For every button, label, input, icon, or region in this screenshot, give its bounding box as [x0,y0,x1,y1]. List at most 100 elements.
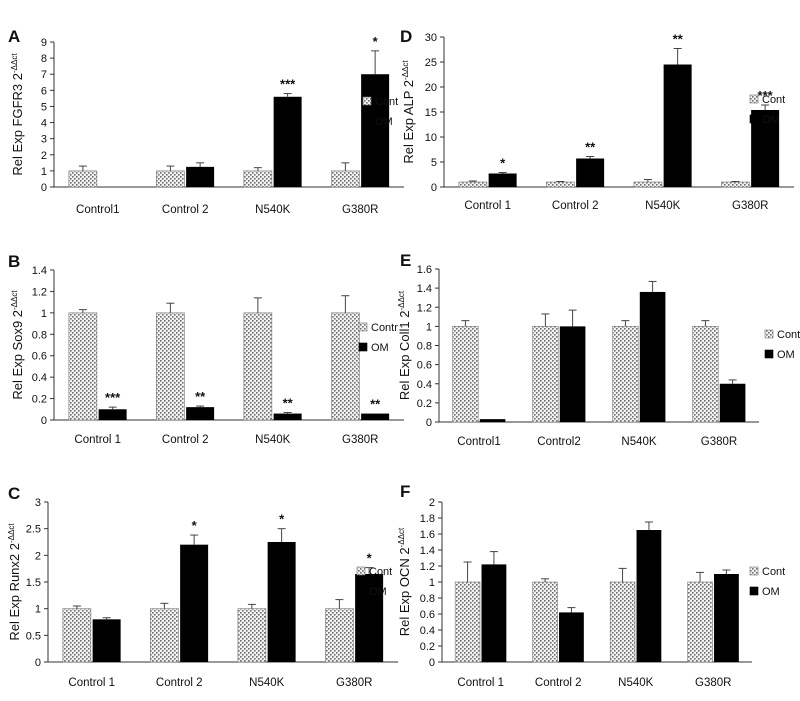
significance-marker: * [279,512,285,527]
y-tick-label: 0.8 [32,329,47,341]
chart-panel-a: A 0 1 2 3 4 5 6 7 8 9 Rel Exp FGFR3 2-ΔΔct Control1 C… [8,27,404,216]
chart-panel-b: B 0 0.2 0.4 0.6 0.8 1 1.2 1.4 Rel Exp Sox9 2-ΔΔct… [8,252,404,446]
x-tick-label: Control2 [537,436,580,448]
x-tick-label: N540K [618,677,653,689]
bar-om [639,291,666,422]
x-tick-label: N540K [621,436,656,448]
significance-marker: ** [585,140,596,155]
legend-swatch [356,586,366,596]
x-tick-label: G380R [695,677,731,689]
bar-control [331,170,360,188]
x-tick-label: Control 1 [74,434,121,446]
y-tick-label: 8 [41,53,47,65]
legend-label: OM [375,116,393,128]
bar-control [609,581,636,663]
significance-marker: * [367,551,373,566]
significance-marker: ** [370,397,381,412]
y-tick-label: 2 [41,150,47,162]
y-tick-label: 1.4 [420,545,435,557]
y-tick-label: 1 [41,308,47,320]
y-tick-label: 0 [426,417,432,429]
y-tick-label: 25 [425,57,437,69]
y-tick-label: 1.4 [32,265,47,277]
bar-om [361,74,390,187]
significance-marker: *** [280,77,296,92]
x-tick-label: Control 2 [535,677,582,689]
y-tick-label: 1 [429,577,435,589]
legend-swatch [749,94,759,104]
bar-control [687,581,713,663]
x-tick-label: G380R [732,200,768,212]
x-tick-label: N540K [255,204,290,216]
bar-control [243,312,273,421]
legend-label: OM [762,114,780,126]
bar-control [243,170,273,188]
y-tick-label: 5 [41,101,47,113]
x-tick-label: Control 2 [162,204,209,216]
bar-om [186,407,215,420]
panel-letter: F [400,482,410,501]
legend-swatch [749,114,759,124]
x-tick-label: G380R [342,434,378,446]
legend-label: OM [762,586,780,598]
y-tick-label: 0.6 [420,609,435,621]
y-tick-label: 20 [425,82,437,94]
y-tick-label: 0 [35,657,41,669]
significance-marker: * [192,518,198,533]
bar-om [576,158,605,187]
bar-control [452,326,479,423]
y-tick-label: 1.6 [420,529,435,541]
bar-control [721,181,750,188]
bar-control [68,312,98,421]
chart-panel-f: F 0 0.2 0.4 0.6 0.8 1 1.2 1.4 1.6 1.8 2 Rel Exp OCN … [397,482,785,689]
y-tick-label: 0 [431,182,437,194]
x-tick-label: Control 2 [156,677,203,689]
bar-om [714,574,739,662]
legend-swatch [358,342,368,352]
x-tick-label: Control1 [76,204,119,216]
y-tick-label: 1 [426,321,432,333]
y-tick-label: 0.6 [32,351,47,363]
x-tick-label: G380R [342,204,378,216]
y-tick-label: 0 [41,182,47,194]
legend-swatch [358,322,368,332]
bar-control [331,312,360,421]
y-tick-label: 1.5 [26,577,41,589]
legend-swatch [356,566,366,576]
bar-control [532,581,558,663]
bar-om [559,326,586,422]
panel-letter: A [8,27,20,46]
bar-control [546,181,575,188]
bar-control [156,312,185,421]
y-tick-label: 7 [41,69,47,81]
x-tick-label: Control 2 [162,434,209,446]
bar-control [237,608,267,663]
x-tick-label: N540K [645,200,680,212]
x-tick-label: Control 1 [68,677,115,689]
bar-om [186,166,215,187]
bar-om [719,383,746,422]
y-tick-label: 1.2 [420,561,435,573]
legend-label: Cont [777,329,800,341]
legend-label: OM [371,342,389,354]
legend-swatch [362,96,372,106]
bar-om [361,413,390,420]
y-tick-label: 1.8 [420,513,435,525]
legend-label: OM [369,586,387,598]
y-tick-label: 0.8 [420,593,435,605]
y-tick-label: 0.2 [32,394,47,406]
significance-marker: ** [673,32,684,47]
bar-om [273,413,302,420]
significance-marker: *** [758,88,774,103]
bar-control [692,326,719,423]
y-axis-label: Rel Exp Runx2 2-ΔΔct [7,523,22,641]
significance-marker: ** [195,389,206,404]
y-tick-label: 0.4 [420,625,435,637]
y-tick-label: 0 [41,415,47,427]
bar-om [488,173,517,187]
legend-swatch [749,566,759,576]
y-tick-label: 1.2 [32,286,47,298]
legend-label: OM [777,349,795,361]
chart-panel-d: D 0 5 10 15 20 25 30 Rel Exp ALP 2-ΔΔct Control 1… [400,27,794,212]
